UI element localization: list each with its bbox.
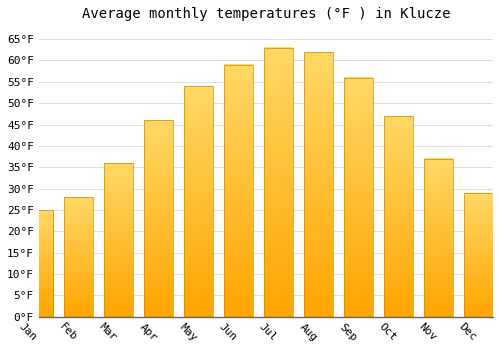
Bar bbox=[304, 52, 333, 317]
Bar bbox=[224, 65, 253, 317]
Bar bbox=[464, 193, 493, 317]
Bar bbox=[184, 86, 213, 317]
Bar bbox=[424, 159, 453, 317]
Bar bbox=[64, 197, 93, 317]
Title: Average monthly temperatures (°F ) in Klucze: Average monthly temperatures (°F ) in Kl… bbox=[82, 7, 450, 21]
Bar bbox=[24, 210, 53, 317]
Bar bbox=[144, 120, 173, 317]
Bar bbox=[104, 163, 133, 317]
Bar bbox=[264, 48, 293, 317]
Bar bbox=[344, 78, 373, 317]
Bar bbox=[384, 116, 413, 317]
